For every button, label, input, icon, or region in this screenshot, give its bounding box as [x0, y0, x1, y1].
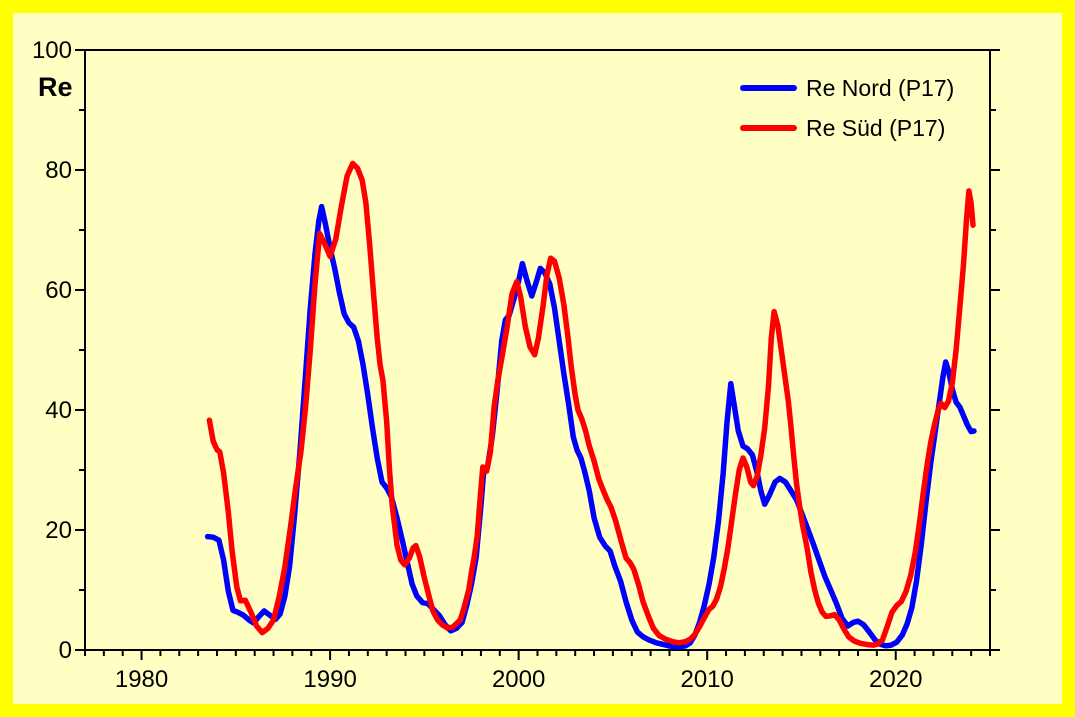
y-tick-label: 40 [45, 397, 72, 424]
x-tick-label: 2010 [680, 666, 733, 693]
x-tick-label: 2020 [869, 666, 922, 693]
y-tick-label: 0 [59, 637, 72, 664]
y-tick-label: 100 [32, 37, 72, 64]
nord-line-swatch [740, 85, 797, 91]
series-line-sued [206, 160, 976, 648]
legend-label-nord: Re Nord (P17) [806, 74, 955, 101]
x-tick-label: 1980 [115, 666, 168, 693]
y-tick-label: 20 [45, 517, 72, 544]
y-tick-label: 60 [45, 277, 72, 304]
y-tick-label: 80 [45, 157, 72, 184]
legend-item-sued: Re Süd (P17) [740, 112, 954, 144]
x-tick-label: 2000 [492, 666, 545, 693]
series-line-nord [204, 203, 977, 650]
legend: Re Nord (P17) Re Süd (P17) [740, 72, 954, 152]
legend-item-nord: Re Nord (P17) [740, 72, 954, 104]
legend-label-sued: Re Süd (P17) [806, 114, 946, 141]
x-tick-label: 1990 [303, 666, 356, 693]
sued-line-swatch [740, 125, 797, 131]
y-axis-title: Re [38, 72, 73, 102]
plot-canvas [13, 13, 1062, 704]
